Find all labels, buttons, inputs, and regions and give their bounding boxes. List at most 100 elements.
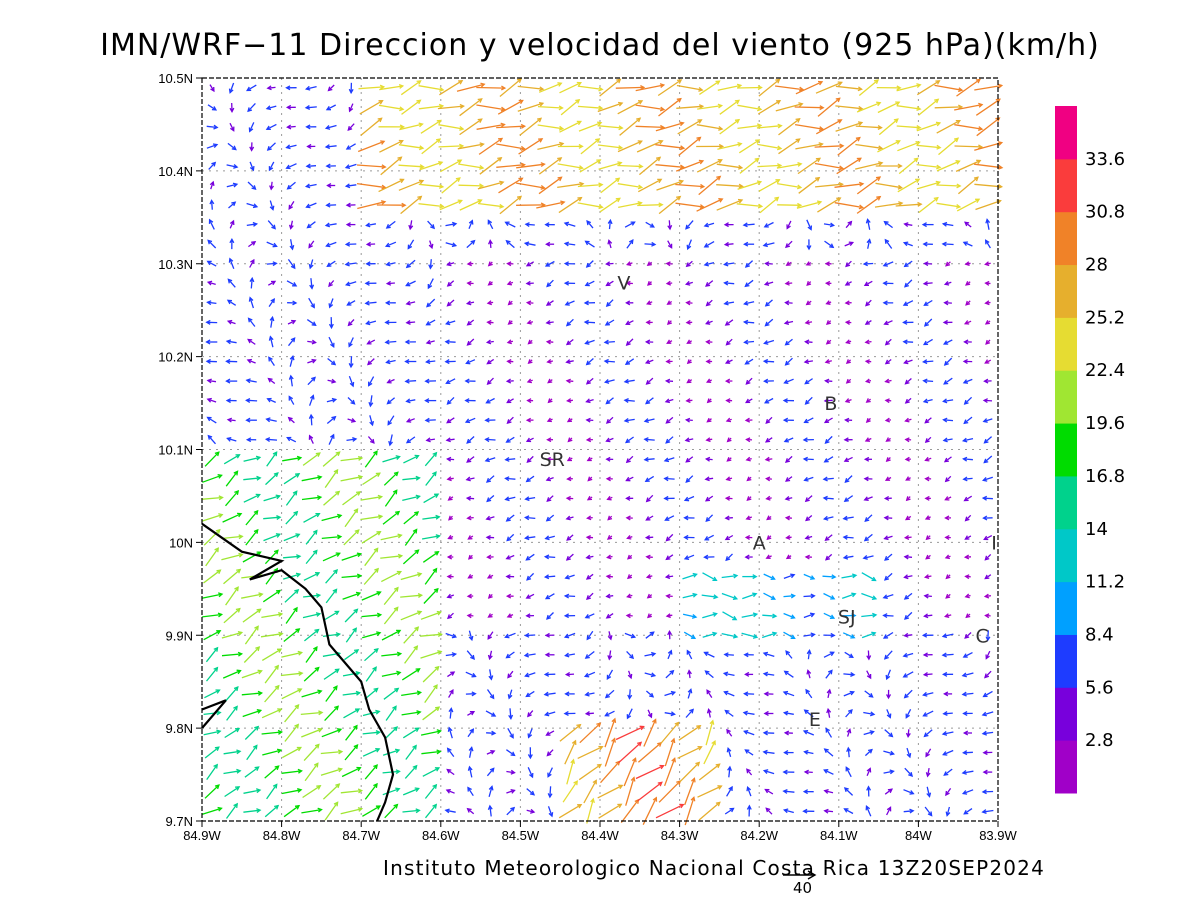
wind-arrow-shaft: [645, 631, 655, 639]
wind-arrow: [961, 769, 974, 775]
wind-arrow-head: [923, 613, 929, 619]
lon-tick-label: 84.1W: [820, 828, 858, 843]
wind-arrow-head: [485, 399, 491, 404]
wind-arrow: [566, 398, 573, 404]
wind-arrow-shaft: [285, 607, 298, 624]
wind-arrow-head: [585, 554, 591, 560]
wind-arrow-shaft: [824, 769, 834, 775]
wind-arrow-head: [922, 398, 929, 404]
wind-arrow-head: [577, 804, 583, 809]
wind-arrow: [308, 434, 314, 444]
wind-arrow-head: [882, 262, 888, 267]
wind-arrow-shaft: [806, 219, 812, 230]
wind-arrow: [982, 690, 993, 698]
wind-arrow: [945, 574, 951, 580]
wind-arrow-head: [563, 221, 570, 227]
wind-arrow-shaft: [381, 629, 401, 641]
wind-arrow-head: [505, 239, 511, 245]
wind-arrow-head: [984, 280, 990, 286]
wind-arrow-head: [365, 320, 371, 326]
wind-arrow-shaft: [644, 458, 655, 461]
coastline-segment: [201, 522, 395, 822]
wind-arrow-shaft: [326, 241, 337, 247]
wind-arrow: [345, 222, 356, 228]
wind-arrow-shaft: [725, 243, 734, 246]
wind-arrow: [364, 782, 378, 800]
wind-arrow: [604, 717, 617, 748]
wind-arrow-shaft: [697, 104, 722, 110]
wind-arrow-shaft: [422, 551, 439, 563]
wind-arrow-shaft: [402, 495, 420, 502]
wind-arrow-head: [564, 691, 570, 697]
wind-arrow-head: [704, 456, 711, 462]
wind-arrow-head: [337, 513, 343, 519]
wind-arrow: [644, 672, 657, 678]
wind-arrow-head: [697, 119, 703, 124]
wind-arrow-head: [206, 260, 212, 266]
wind-arrow-head: [944, 477, 950, 483]
wind-arrow: [344, 261, 357, 267]
wind-arrow-head: [864, 517, 870, 523]
wind-arrow-head: [724, 359, 731, 364]
wind-arrow-head: [762, 651, 769, 657]
wind-arrow-shaft: [583, 780, 597, 804]
wind-arrow-head: [650, 672, 657, 678]
wind-arrow: [246, 744, 258, 761]
wind-arrow-head: [288, 374, 294, 380]
wind-arrow-shaft: [675, 160, 704, 172]
wind-arrow: [580, 138, 601, 155]
wind-arrow-head: [611, 737, 616, 743]
wind-arrow: [626, 238, 634, 249]
wind-arrow-head: [377, 514, 384, 520]
wind-arrow: [424, 783, 438, 799]
wind-arrow: [265, 105, 277, 111]
wind-arrow-head: [436, 749, 442, 755]
wind-arrow: [824, 553, 833, 561]
wind-arrow: [385, 705, 397, 721]
wind-arrow-shaft: [682, 613, 697, 618]
wind-arrow-shaft: [366, 320, 377, 325]
wind-arrow-head: [479, 183, 485, 189]
wind-arrow: [667, 220, 673, 231]
wind-arrow-head: [547, 772, 552, 778]
wind-arrow-head: [434, 767, 441, 772]
wind-arrow: [626, 708, 633, 720]
wind-arrow-head: [942, 319, 948, 325]
wind-arrow: [943, 691, 953, 697]
wind-arrow: [527, 728, 533, 739]
wind-arrow-shaft: [445, 809, 456, 813]
wind-arrow-shaft: [566, 759, 575, 785]
wind-arrow-head: [884, 417, 891, 423]
wind-arrow-head: [659, 106, 666, 112]
wind-arrow-head: [451, 633, 458, 639]
wind-arrow: [956, 198, 981, 212]
wind-arrow: [547, 806, 554, 818]
wind-arrow: [361, 530, 382, 544]
wind-arrow: [383, 586, 399, 606]
wind-arrow: [225, 686, 239, 702]
wind-arrow-shaft: [204, 451, 220, 467]
wind-arrow: [466, 239, 476, 249]
wind-arrow-shaft: [764, 360, 775, 363]
wind-arrow-head: [487, 804, 493, 810]
wind-arrow-head: [823, 748, 829, 754]
wind-arrow: [488, 785, 494, 797]
wind-arrow: [882, 280, 894, 286]
wind-arrow-head: [665, 438, 671, 444]
wind-arrow-head: [225, 339, 232, 345]
wind-arrow: [902, 652, 914, 658]
wind-arrow-shaft: [241, 692, 262, 696]
wind-arrow-head: [961, 691, 967, 697]
wind-arrow: [737, 104, 763, 112]
wind-arrow-head: [444, 339, 450, 345]
wind-arrow-head: [289, 245, 295, 251]
wind-arrow-head: [683, 496, 690, 502]
wind-arrow: [209, 84, 215, 93]
wind-arrow-head: [965, 300, 971, 306]
wind-arrow: [364, 647, 379, 662]
wind-arrow-head: [982, 476, 988, 482]
wind-arrow-head: [226, 299, 233, 305]
wind-arrow: [843, 787, 854, 796]
wind-arrow-shaft: [489, 805, 492, 817]
